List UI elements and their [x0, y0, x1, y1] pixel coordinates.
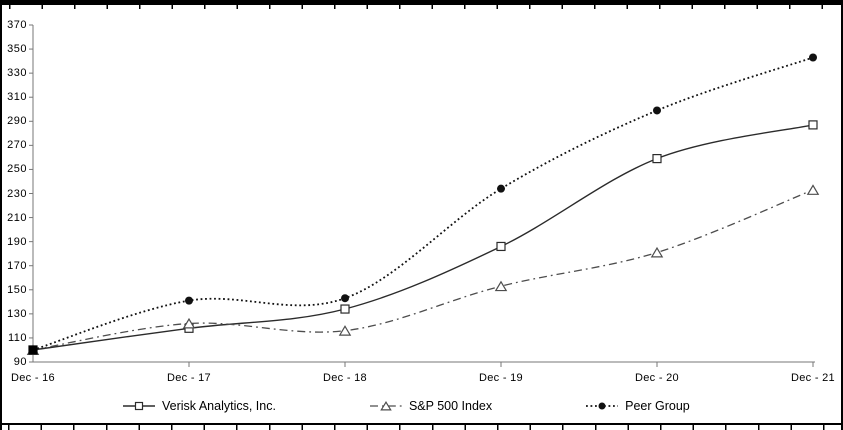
legend-item-verisk-analytics-inc: Verisk Analytics, Inc. — [123, 398, 276, 414]
open-square-marker-icon — [808, 120, 818, 130]
legend-label: Verisk Analytics, Inc. — [162, 399, 276, 413]
x-category-label: Dec - 16 — [11, 372, 55, 384]
y-tick-label: 270 — [7, 139, 27, 152]
top-border — [0, 0, 843, 9]
legend-marker — [598, 402, 606, 410]
y-tick-label: 350 — [7, 43, 27, 56]
filled-circle-marker-icon — [341, 294, 349, 303]
legend: Verisk Analytics, Inc. S&P 500 Index Peer … — [123, 398, 690, 414]
legend-label: Peer Group — [625, 399, 690, 413]
open-triangle-marker-icon — [494, 280, 508, 292]
series-path — [32, 56, 814, 351]
series-path — [32, 124, 814, 351]
open-triangle-marker-icon — [806, 184, 820, 195]
y-tick-label: 90 — [13, 356, 27, 368]
y-tick-label: 150 — [7, 283, 27, 296]
y-tick-label: 250 — [7, 163, 27, 176]
y-tick-label: 170 — [7, 259, 27, 272]
open-square-marker-icon — [652, 153, 662, 164]
x-category-label: Dec - 19 — [479, 372, 523, 384]
filled-circle-marker-icon — [598, 402, 606, 410]
filled-circle-marker-icon — [497, 184, 505, 193]
legend-item-peer-group: Peer Group — [586, 398, 690, 414]
legend-marker — [380, 400, 392, 411]
legend-swatch-open-square-icon — [123, 401, 155, 411]
filled-circle-marker-icon — [809, 53, 817, 62]
y-tick-label: 330 — [7, 67, 27, 80]
y-tick-label: 310 — [7, 91, 27, 104]
series-line-s-p-500-index — [32, 189, 814, 351]
axes — [29, 24, 815, 367]
open-triangle-marker-icon — [380, 400, 392, 411]
series-markers-peer-group — [29, 53, 817, 354]
open-square-marker-icon — [340, 304, 350, 314]
open-square-marker-icon — [134, 401, 144, 411]
overlapped-start-marker-icon — [28, 345, 38, 355]
y-tick-label: 210 — [7, 211, 27, 224]
x-category-label: Dec - 17 — [167, 372, 211, 384]
open-square-marker-icon — [496, 241, 506, 252]
axis-lines — [32, 25, 815, 363]
y-tick-label: 190 — [7, 235, 27, 248]
series-path — [32, 189, 814, 351]
legend-swatch-filled-circle-icon — [586, 402, 619, 410]
right-border — [841, 0, 843, 430]
y-tick-label: 290 — [7, 115, 27, 128]
legend-swatch-open-triangle-icon — [369, 400, 402, 411]
open-triangle-marker-icon — [650, 246, 664, 258]
x-category-label: Dec - 20 — [635, 372, 679, 384]
open-triangle-marker-icon — [182, 317, 196, 329]
series-line-verisk-analytics-inc — [32, 124, 814, 351]
filled-circle-marker-icon — [653, 106, 661, 115]
y-tick-label: 130 — [7, 307, 27, 320]
series-markers-s-p-500-index — [26, 184, 820, 355]
open-triangle-marker-icon — [338, 325, 352, 336]
left-border — [0, 0, 2, 430]
legend-item-s-p-500-index: S&P 500 Index — [369, 398, 493, 414]
legend-marker — [134, 401, 144, 411]
legend-label: S&P 500 Index — [408, 399, 493, 413]
y-tick-label: 370 — [7, 19, 27, 31]
series-line-peer-group — [32, 56, 814, 351]
x-category-label: Dec - 21 — [791, 372, 835, 384]
x-category-label: Dec - 18 — [323, 372, 367, 384]
filled-circle-marker-icon — [185, 296, 193, 305]
y-tick-label: 110 — [7, 331, 27, 344]
bottom-border — [0, 423, 843, 430]
y-tick-label: 230 — [7, 187, 27, 200]
